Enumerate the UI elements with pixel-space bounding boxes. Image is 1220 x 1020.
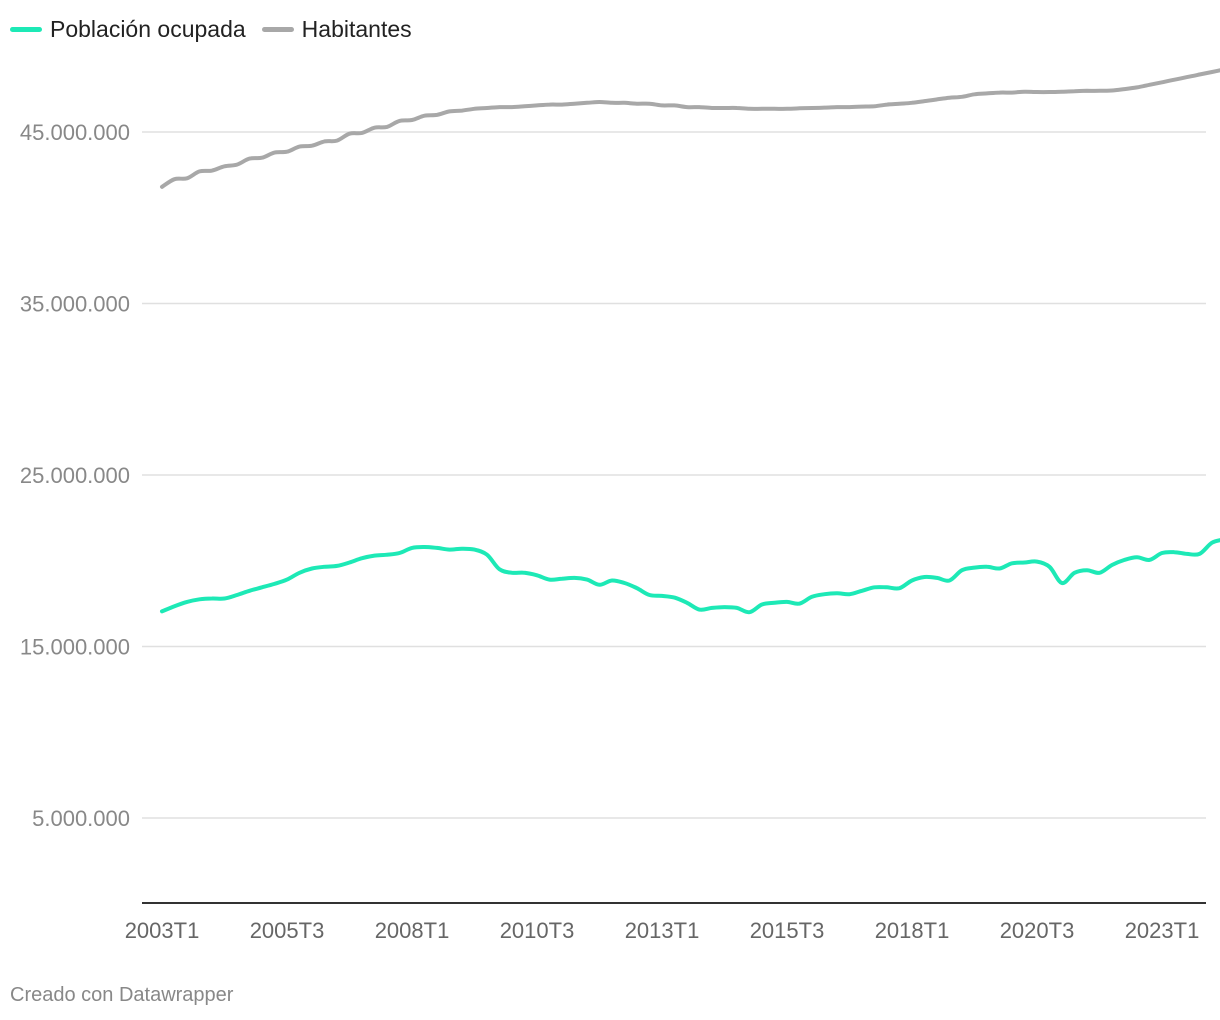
legend-item-poblacion-ocupada[interactable]: Población ocupada	[10, 16, 246, 43]
x-tick-label: 2010T3	[500, 918, 575, 943]
footer-credit: Creado con Datawrapper	[10, 984, 234, 1006]
x-tick-label: 2005T3	[250, 918, 325, 943]
x-tick-label: 2008T1	[375, 918, 450, 943]
legend-swatch-habitantes	[261, 27, 294, 32]
x-tick-label: 2003T1	[125, 918, 200, 943]
x-tick-label: 2013T1	[625, 918, 700, 943]
y-tick-label: 45.000.000	[20, 120, 130, 145]
x-tick-label: 2023T1	[1125, 918, 1200, 943]
legend-swatch-poblacion-ocupada	[10, 27, 42, 32]
y-tick-label: 35.000.000	[20, 292, 130, 317]
x-tick-label: 2020T3	[1000, 918, 1075, 943]
legend-label-poblacion-ocupada: Población ocupada	[50, 16, 246, 42]
legend: Población ocupada Habitantes	[10, 16, 412, 43]
y-tick-label: 15.000.000	[20, 635, 130, 660]
series-line-poblacion-ocupada	[160, 538, 1220, 615]
legend-item-habitantes[interactable]: Habitantes	[261, 16, 412, 43]
x-tick-label: 2018T1	[875, 918, 950, 943]
series-line-habitantes	[160, 68, 1220, 189]
y-tick-label: 25.000.000	[20, 463, 130, 488]
y-tick-label: 5.000.000	[32, 806, 130, 831]
x-tick-label: 2015T3	[750, 918, 825, 943]
legend-label-habitantes: Habitantes	[301, 16, 412, 42]
